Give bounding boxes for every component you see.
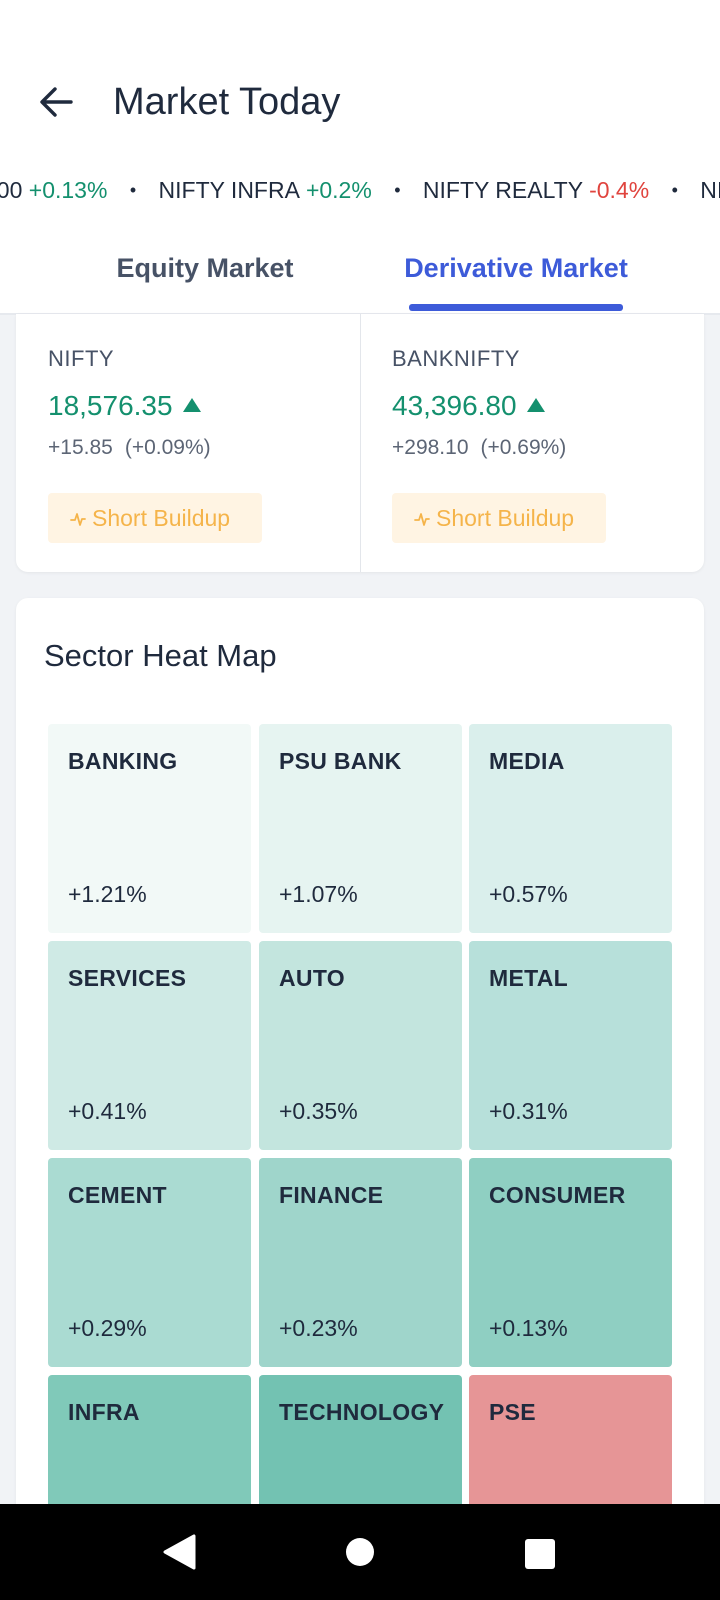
activity-icon bbox=[414, 495, 430, 545]
ticker-change: 100 bbox=[0, 177, 23, 203]
sector-name: INFRA bbox=[68, 1399, 140, 1425]
sector-name: CONSUMER bbox=[489, 1182, 626, 1208]
index-divider bbox=[360, 314, 361, 572]
sector-name: PSU BANK bbox=[279, 748, 402, 774]
index-change: +298.10 (+0.69%) bbox=[392, 436, 567, 459]
nav-recents-icon[interactable] bbox=[525, 1539, 555, 1569]
sector-change: +1.21% bbox=[68, 881, 147, 907]
sector-name: MEDIA bbox=[489, 748, 565, 774]
up-triangle-icon bbox=[526, 398, 545, 412]
sector-name: FINANCE bbox=[279, 1182, 384, 1208]
heat-map-title: Sector Heat Map bbox=[44, 638, 277, 673]
sector-cell-finance[interactable]: FINANCE +0.23% bbox=[259, 1158, 462, 1367]
market-tabs: Equity Market Derivative Market bbox=[0, 236, 720, 314]
ticker-change: -0.4% bbox=[589, 177, 650, 203]
index-nifty[interactable]: NIFTY 18,576.35 +15.85 (+0.09%) Short Bui… bbox=[16, 314, 360, 572]
page-title: Market Today bbox=[113, 81, 341, 123]
ticker-item[interactable]: NIFTY bbox=[700, 170, 720, 210]
tab-equity-market[interactable]: Equity Market bbox=[116, 253, 294, 283]
ticker-item[interactable]: NIFTY INFRA +0.2% bbox=[159, 170, 372, 210]
sector-change: +0.41% bbox=[68, 1098, 147, 1124]
sector-cell-consumer[interactable]: CONSUMER +0.13% bbox=[469, 1158, 672, 1367]
ticker-name: NIFTY REALTY bbox=[422, 177, 584, 203]
sector-name: TECHNOLOGY bbox=[279, 1399, 445, 1425]
sector-name: BANKING bbox=[68, 748, 178, 774]
index-summary-card: NIFTY 18,576.35 +15.85 (+0.09%) Short Bui… bbox=[16, 314, 704, 572]
sector-name: PSE bbox=[489, 1399, 536, 1425]
sector-name: SERVICES bbox=[68, 965, 187, 991]
sector-change: +0.57% bbox=[489, 881, 568, 907]
sector-cell-services[interactable]: SERVICES +0.41% bbox=[48, 941, 251, 1150]
sector-change: +0.29% bbox=[68, 1315, 147, 1341]
index-banknifty[interactable]: BANKNIFTY 43,396.80 +298.10 (+0.69%) Shor… bbox=[360, 314, 704, 572]
ticker-separator: • bbox=[671, 180, 678, 200]
ticker-item[interactable]: NIFTY REALTY -0.4% bbox=[423, 170, 649, 210]
index-name: NIFTY bbox=[48, 346, 115, 371]
sector-change: +0.23% bbox=[279, 1315, 358, 1341]
index-price: 43,396.80 bbox=[392, 390, 545, 422]
sector-change: +1.07% bbox=[279, 881, 358, 907]
arrow-left-icon bbox=[40, 87, 73, 117]
sector-name: CEMENT bbox=[68, 1182, 167, 1208]
system-nav-bar bbox=[0, 1504, 720, 1600]
ticker-name: NIFTY bbox=[700, 177, 720, 203]
nav-back-icon[interactable] bbox=[162, 1534, 196, 1575]
nav-home-icon[interactable] bbox=[346, 1538, 374, 1566]
index-change: +15.85 (+0.09%) bbox=[48, 436, 211, 459]
ticker-change: +0.2% bbox=[305, 177, 372, 203]
tab-derivative-market[interactable]: Derivative Market bbox=[404, 253, 628, 283]
activity-icon bbox=[70, 495, 86, 545]
sector-change: +0.35% bbox=[279, 1098, 358, 1124]
sector-cell-media[interactable]: MEDIA +0.57% bbox=[469, 724, 672, 933]
up-triangle-icon bbox=[182, 398, 201, 412]
app-header: Market Today 100 +0.13% • NIFTY INFRA+0.… bbox=[0, 0, 720, 315]
signal-badge[interactable]: Short Buildup bbox=[392, 493, 606, 543]
sector-cell-cement[interactable]: CEMENT +0.29% bbox=[48, 1158, 251, 1367]
ticker-separator: • bbox=[394, 180, 401, 200]
ticker-change-value: +0.13% bbox=[28, 177, 108, 203]
sector-cell-psu-bank[interactable]: PSU BANK +1.07% bbox=[259, 724, 462, 933]
sector-cell-metal[interactable]: METAL +0.31% bbox=[469, 941, 672, 1150]
index-price: 18,576.35 bbox=[48, 390, 201, 422]
active-tab-indicator bbox=[409, 304, 623, 311]
index-ticker[interactable]: 100 +0.13% • NIFTY INFRA+0.2% • NIFTY RE… bbox=[0, 170, 720, 210]
sector-change: +0.13% bbox=[489, 1315, 568, 1341]
sector-cell-banking[interactable]: BANKING +1.21% bbox=[48, 724, 251, 933]
sector-change: +0.31% bbox=[489, 1098, 568, 1124]
ticker-separator: • bbox=[129, 180, 137, 200]
sector-heat-map-card: Sector Heat Map BANKING +1.21% PSU BANK … bbox=[16, 598, 704, 1584]
sector-name: AUTO bbox=[279, 965, 345, 991]
ticker-item[interactable]: 100 +0.13% bbox=[0, 170, 107, 210]
signal-badge[interactable]: Short Buildup bbox=[48, 493, 262, 543]
back-button[interactable] bbox=[32, 78, 80, 126]
sector-cell-auto[interactable]: AUTO +0.35% bbox=[259, 941, 462, 1150]
sector-name: METAL bbox=[489, 965, 569, 991]
index-name: BANKNIFTY bbox=[392, 346, 520, 371]
ticker-name: NIFTY INFRA bbox=[158, 177, 300, 203]
